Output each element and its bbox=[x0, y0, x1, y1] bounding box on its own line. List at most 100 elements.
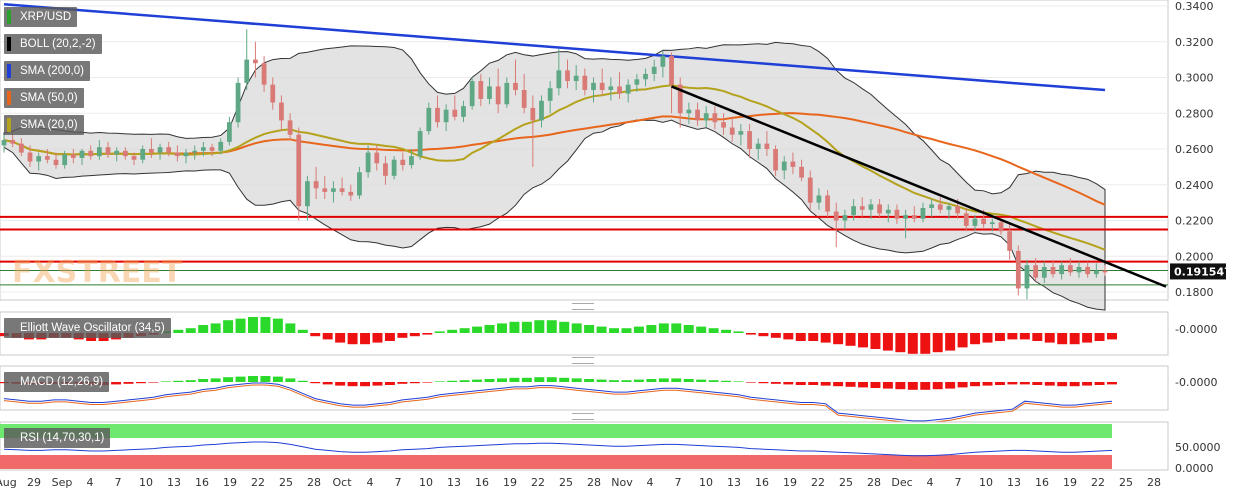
candle-body bbox=[703, 113, 709, 121]
x-tick-label: 19 bbox=[223, 476, 237, 489]
candle-body bbox=[218, 141, 224, 151]
pane-resize-handle[interactable] bbox=[572, 357, 594, 364]
series-swatch bbox=[7, 37, 11, 51]
legend-label: SMA (200,0) bbox=[20, 65, 84, 77]
macd-histogram-bar bbox=[683, 379, 694, 382]
candle-body bbox=[192, 150, 198, 153]
x-tick-label: 10 bbox=[419, 476, 433, 489]
macd-line bbox=[3, 382, 1113, 422]
macd-histogram-bar bbox=[833, 382, 844, 387]
candle-body bbox=[625, 84, 631, 94]
macd-histogram-bar bbox=[708, 380, 719, 382]
ewo-bar bbox=[272, 318, 283, 333]
candle-body bbox=[426, 107, 432, 132]
x-tick-label: 28 bbox=[1147, 476, 1161, 489]
ewo-bar bbox=[683, 325, 694, 333]
candle-body bbox=[599, 82, 605, 91]
x-tick-label: Dec bbox=[891, 476, 912, 489]
candle-body bbox=[1059, 265, 1065, 275]
candle-body bbox=[634, 79, 640, 85]
x-tick-label: 16 bbox=[1035, 476, 1049, 489]
legend-ewo[interactable]: Elliott Wave Oscillator (34,5) bbox=[4, 318, 171, 338]
y-tick-label: 0.2600 bbox=[1175, 143, 1214, 156]
candle-body bbox=[547, 88, 553, 101]
legend-sma50[interactable]: SMA (50,0) bbox=[4, 88, 84, 108]
x-tick-label: 16 bbox=[755, 476, 769, 489]
macd-histogram-bar bbox=[360, 382, 371, 387]
legend-xrpusd[interactable]: XRP/USD bbox=[4, 7, 78, 27]
macd-histogram-bar bbox=[160, 381, 171, 382]
candle-body bbox=[409, 156, 414, 166]
candle-body bbox=[877, 204, 882, 214]
y-tick-label: 0.2000 bbox=[1175, 250, 1214, 263]
candle-body bbox=[573, 75, 579, 82]
macd-histogram-bar bbox=[521, 377, 532, 382]
macd-histogram-bar bbox=[135, 382, 146, 384]
ewo-bar bbox=[472, 326, 483, 333]
candle-body bbox=[660, 56, 666, 67]
x-tick-label: 22 bbox=[1091, 476, 1105, 489]
ewo-bar bbox=[745, 333, 756, 335]
legend-label: MACD (12,26,9) bbox=[20, 376, 104, 388]
ewo-bar bbox=[1044, 333, 1055, 343]
ewo-bar bbox=[223, 320, 234, 333]
ewo-bar bbox=[347, 333, 358, 345]
candle-body bbox=[96, 147, 102, 157]
x-tick-label: 25 bbox=[839, 476, 853, 489]
candle-body bbox=[608, 86, 614, 91]
candle-body bbox=[1041, 266, 1047, 278]
macd-histogram-bar bbox=[310, 382, 321, 384]
candle-body bbox=[998, 222, 1004, 232]
x-tick-label: 7 bbox=[115, 476, 122, 489]
legend-boll[interactable]: BOLL (20,2,-2) bbox=[4, 34, 102, 54]
last-price-label: 0.191547 bbox=[1174, 265, 1232, 278]
legend-sma200[interactable]: SMA (200,0) bbox=[4, 61, 90, 81]
candle-body bbox=[18, 143, 24, 153]
rsi-axis-label: 50.0000 bbox=[1175, 441, 1221, 454]
legend-rsi[interactable]: RSI (14,70,30,1) bbox=[4, 428, 111, 448]
ewo-bar bbox=[721, 329, 732, 333]
candle-body bbox=[452, 109, 458, 117]
candle-body bbox=[868, 204, 874, 210]
x-tick-label: 19 bbox=[783, 476, 797, 489]
ewo-bar bbox=[322, 333, 333, 340]
candle-body bbox=[105, 147, 111, 155]
macd-histogram-bar bbox=[534, 377, 545, 382]
legend-label: SMA (20,0) bbox=[20, 119, 78, 131]
macd-histogram-bar bbox=[758, 382, 769, 384]
macd-histogram-bar bbox=[671, 378, 682, 382]
ewo-bar bbox=[1007, 333, 1018, 340]
candle-body bbox=[738, 131, 744, 135]
x-tick-label: Oct bbox=[332, 476, 352, 489]
macd-histogram-bar bbox=[198, 379, 209, 382]
candle-body bbox=[235, 82, 241, 123]
candle-body bbox=[530, 107, 536, 121]
legend-label: XRP/USD bbox=[20, 11, 72, 23]
candle-body bbox=[1067, 265, 1073, 273]
legend-sma20[interactable]: SMA (20,0) bbox=[4, 115, 84, 135]
pane-resize-handle[interactable] bbox=[572, 303, 594, 310]
candle-body bbox=[565, 70, 570, 82]
macd-histogram-bar bbox=[1057, 382, 1068, 387]
candle-body bbox=[963, 213, 969, 226]
x-tick-label: 28 bbox=[307, 476, 321, 489]
macd-histogram-bar bbox=[1019, 382, 1030, 385]
ewo-bar bbox=[409, 333, 420, 337]
macd-histogram-bar bbox=[173, 380, 184, 382]
macd-histogram-bar bbox=[322, 382, 333, 385]
legend-macd[interactable]: MACD (12,26,9) bbox=[4, 372, 110, 392]
x-tick-label: 10 bbox=[139, 476, 153, 489]
candle-body bbox=[885, 209, 891, 214]
candle-body bbox=[287, 120, 293, 135]
macd-histogram-bar bbox=[845, 382, 856, 387]
macd-histogram-bar bbox=[994, 382, 1005, 385]
x-tick-label: Aug bbox=[0, 476, 17, 489]
y-tick-label: 0.2800 bbox=[1175, 107, 1214, 120]
candle-body bbox=[946, 206, 952, 210]
ewo-bar bbox=[833, 333, 844, 345]
ewo-bar bbox=[434, 331, 445, 333]
candle-body bbox=[781, 161, 787, 171]
ewo-bar bbox=[335, 333, 346, 343]
pane-resize-handle[interactable] bbox=[572, 413, 594, 420]
